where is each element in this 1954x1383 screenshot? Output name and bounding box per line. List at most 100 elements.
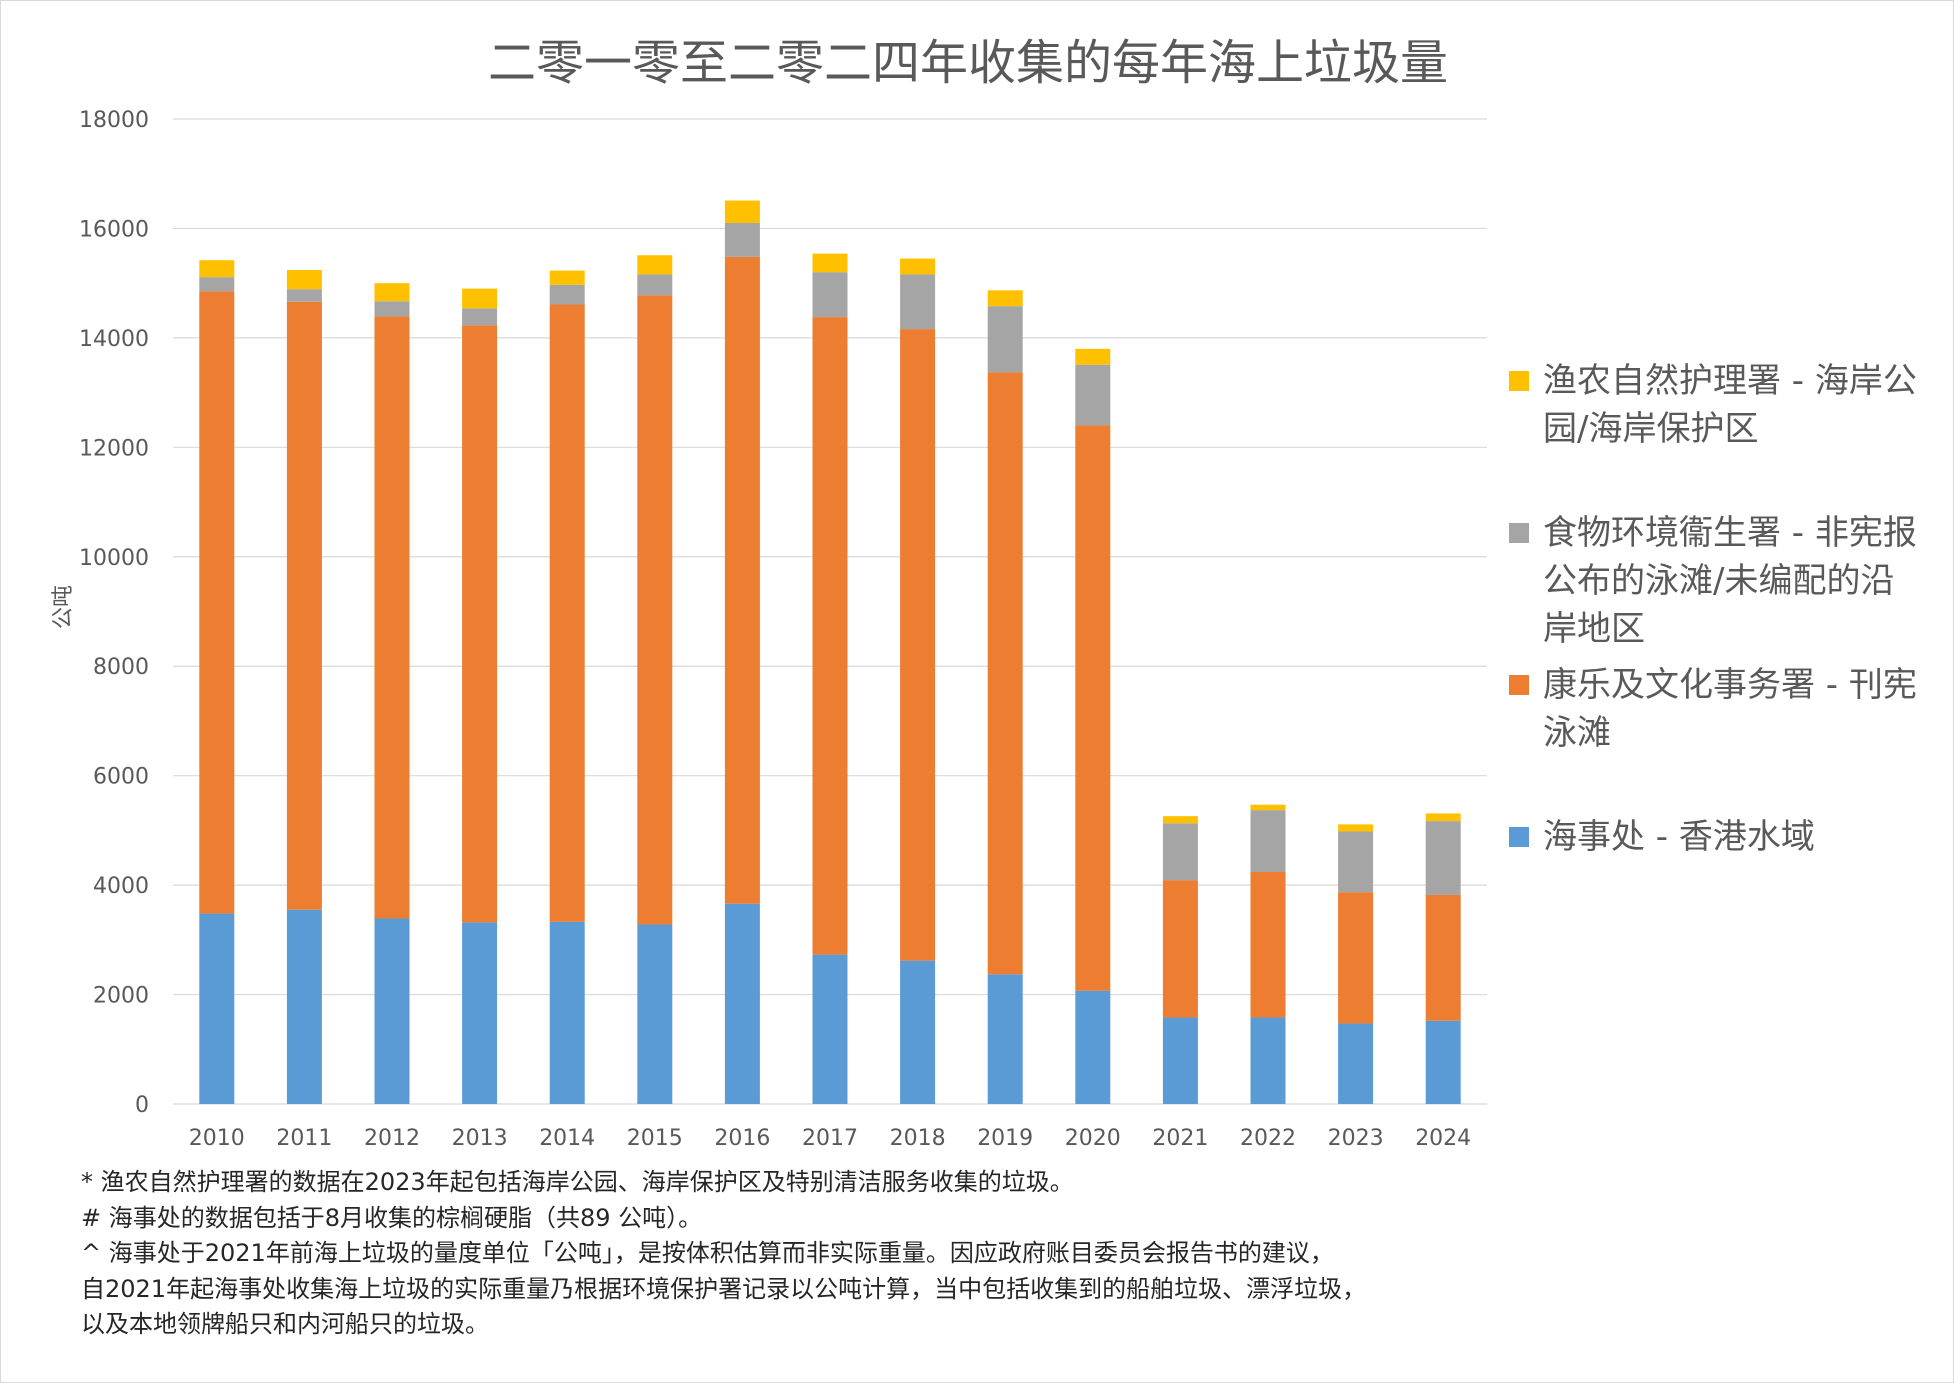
bar-segment-2018-series-1 (900, 329, 936, 961)
legend-swatch-icon (1509, 371, 1529, 391)
footnote-asterisk: * 渔农自然护理署的数据在2023年起包括海岸公园、海岸保护区及特别清洁服务收集… (81, 1168, 1074, 1196)
bar-segment-2024-series-1 (1425, 894, 1461, 1021)
x-tick-label: 2022 (1240, 1126, 1296, 1151)
bar-segment-2016-series-1 (724, 256, 760, 904)
x-tick-label: 2014 (539, 1126, 595, 1151)
bar-segment-2021-series-3 (1162, 816, 1198, 824)
legend-item: 渔农自然护理署 - 海岸公园/海岸保护区 (1509, 357, 1923, 453)
x-tick-label: 2024 (1415, 1126, 1471, 1151)
x-tick-label: 2015 (627, 1126, 683, 1151)
footnote-caret-line2: 自2021年起海事处收集海上垃圾的实际重量乃根据环境保护署记录以公吨计算，当中包… (81, 1274, 1367, 1303)
bar-segment-2022-series-0 (1250, 1017, 1286, 1104)
footnote-caret: ^ 海事处于2021年前海上垃圾的量度单位「公吨」，是按体积估算而非实际重量。因… (81, 1239, 1334, 1267)
bar-segment-2018-series-2 (900, 274, 936, 330)
bar-segment-2018-series-0 (900, 960, 936, 1104)
bar-segment-2024-series-2 (1425, 821, 1461, 895)
bar-segment-2012-series-3 (374, 283, 410, 302)
legend-swatch-icon (1509, 675, 1529, 695)
bar-segment-2021-series-2 (1162, 823, 1198, 881)
bar-segment-2018-series-3 (900, 258, 936, 275)
bar-segment-2017-series-1 (812, 317, 848, 955)
bar-segment-2019-series-3 (987, 290, 1023, 307)
bar-segment-2010-series-0 (199, 913, 235, 1104)
bar-segment-2022-series-3 (1250, 804, 1286, 811)
y-tick-label: 16000 (79, 217, 149, 242)
bar-segment-2014-series-0 (549, 921, 585, 1104)
x-tick-label: 2016 (714, 1126, 770, 1151)
x-tick-label: 2017 (802, 1126, 858, 1151)
x-tick-label: 2010 (189, 1126, 245, 1151)
bar-segment-2010-series-3 (199, 260, 235, 278)
x-tick-label: 2013 (452, 1126, 508, 1151)
legend-swatch-icon (1509, 523, 1529, 543)
bar-segment-2015-series-1 (637, 295, 673, 925)
bar-segment-2011-series-1 (286, 301, 322, 910)
bar-segment-2022-series-1 (1250, 871, 1286, 1018)
bar-segment-2011-series-2 (286, 289, 322, 302)
bar-segment-2021-series-1 (1162, 880, 1198, 1018)
legend-item: 食物环境衞生署 - 非宪报公布的泳滩/未编配的沿岸地区 (1509, 509, 1923, 653)
y-tick-label: 4000 (93, 874, 149, 899)
legend-label: 渔农自然护理署 - 海岸公园/海岸保护区 (1543, 361, 1917, 449)
y-tick-label: 18000 (79, 108, 149, 133)
bar-segment-2012-series-2 (374, 301, 410, 317)
bar-segment-2014-series-1 (549, 304, 585, 922)
bar-segment-2013-series-2 (462, 308, 498, 326)
bar-segment-2015-series-3 (637, 255, 673, 275)
bar-segment-2019-series-1 (987, 372, 1023, 975)
y-tick-label: 12000 (79, 436, 149, 461)
bar-segment-2023-series-1 (1338, 892, 1374, 1024)
bar-segment-2012-series-1 (374, 316, 410, 919)
bar-segment-2015-series-0 (637, 924, 673, 1104)
x-tick-label: 2018 (890, 1126, 946, 1151)
y-tick-label: 8000 (93, 655, 149, 680)
bar-segment-2016-series-3 (724, 200, 760, 223)
bar-segment-2013-series-0 (462, 922, 498, 1104)
bar-segment-2019-series-0 (987, 974, 1023, 1104)
bar-segment-2012-series-0 (374, 918, 410, 1104)
x-tick-label: 2021 (1152, 1126, 1208, 1151)
footnote-hash: # 海事处的数据包括于8月收集的棕榈硬脂（共89 公吨）。 (81, 1203, 703, 1232)
bar-segment-2020-series-3 (1075, 348, 1111, 365)
y-tick-label: 2000 (93, 984, 149, 1009)
footnotes: * 渔农自然护理署的数据在2023年起包括海岸公园、海岸保护区及特别清洁服务收集… (81, 1165, 1366, 1343)
x-tick-label: 2019 (977, 1126, 1033, 1151)
bar-segment-2023-series-0 (1338, 1023, 1374, 1104)
bar-segment-2022-series-2 (1250, 810, 1286, 872)
footnote-caret-line3: 以及本地领牌船只和内河船只的垃圾。 (81, 1310, 489, 1338)
bar-segment-2021-series-0 (1162, 1017, 1198, 1104)
bar-segment-2010-series-1 (199, 291, 235, 914)
legend-label: 食物环境衞生署 - 非宪报公布的泳滩/未编配的沿岸地区 (1543, 513, 1917, 649)
bar-segment-2010-series-2 (199, 277, 235, 292)
y-tick-label: 10000 (79, 546, 149, 571)
bar-segment-2024-series-0 (1425, 1020, 1461, 1104)
y-tick-label: 14000 (79, 327, 149, 352)
bar-segment-2023-series-2 (1338, 831, 1374, 893)
x-tick-label: 2011 (276, 1126, 332, 1151)
bar-segment-2011-series-3 (286, 270, 322, 290)
bar-segment-2016-series-2 (724, 222, 760, 257)
bar-segment-2013-series-3 (462, 288, 498, 309)
bar-segment-2014-series-3 (549, 270, 585, 285)
bar-segment-2017-series-2 (812, 272, 848, 318)
bar-segment-2024-series-3 (1425, 813, 1461, 822)
chart-title: 二零一零至二零二四年收集的每年海上垃圾量 (1, 23, 1953, 93)
bar-segment-2013-series-1 (462, 325, 498, 923)
legend-label: 海事处 - 香港水域 (1543, 817, 1815, 857)
bar-segment-2020-series-1 (1075, 425, 1111, 991)
bar-segment-2019-series-2 (987, 306, 1023, 373)
legend-item: 康乐及文化事务署 - 刊宪泳滩 (1509, 661, 1923, 757)
x-tick-label: 2023 (1328, 1126, 1384, 1151)
y-tick-label: 0 (135, 1093, 149, 1118)
legend-label: 康乐及文化事务署 - 刊宪泳滩 (1543, 665, 1917, 753)
bar-segment-2011-series-0 (286, 909, 322, 1104)
legend-swatch-icon (1509, 827, 1529, 847)
bar-segment-2014-series-2 (549, 284, 585, 305)
bar-segment-2023-series-3 (1338, 824, 1374, 832)
x-tick-label: 2012 (364, 1126, 420, 1151)
bar-segment-2020-series-2 (1075, 364, 1111, 426)
legend-item: 海事处 - 香港水域 (1509, 813, 1923, 861)
bar-segment-2016-series-0 (724, 903, 760, 1104)
